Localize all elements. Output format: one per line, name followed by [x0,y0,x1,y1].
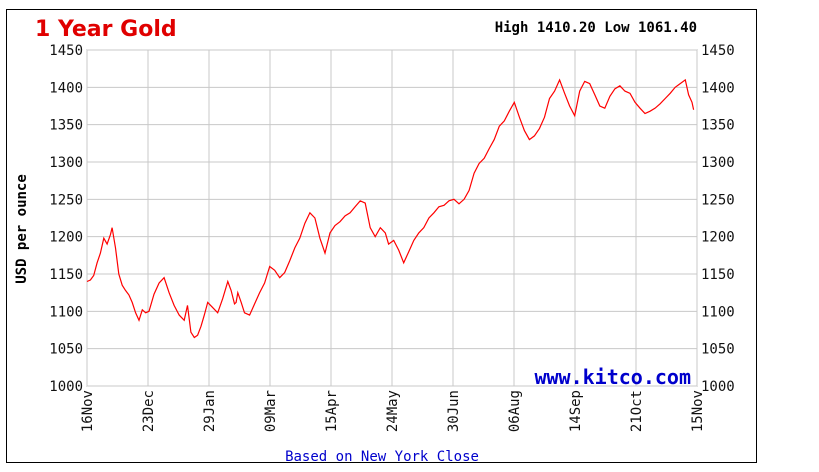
x-tick-label: 24May [385,390,401,432]
x-tick-label: 09Mar [263,390,279,432]
x-tick-label: 14Sep [568,390,584,432]
y-axis-label: USD per ounce [14,174,30,284]
y-tick-label-right: 1450 [701,43,735,59]
y-tick-label-left: 1200 [49,230,83,246]
y-tick-label-left: 1300 [49,155,83,171]
gold-price-chart: 1450 1400 1350 1300 1250 1200 1150 1100 1050 1000… [6,9,757,463]
x-axis: 16Nov 23Dec 29Jan 09Mar 15Apr 24May 30Jun 06Aug… [80,390,706,432]
gold-price-line [86,78,695,339]
y-tick-label-left: 1000 [49,379,83,395]
y-tick-label-left: 1350 [49,118,83,134]
y-tick-label-right: 1200 [701,230,735,246]
y-tick-label-left: 1450 [49,43,83,59]
y-tick-label-left: 1250 [49,192,83,208]
y-tick-label-left: 1050 [49,342,83,358]
left-y-axis: 1450 1400 1350 1300 1250 1200 1150 1100 1050 1000 [49,43,83,395]
x-tick-label: 21Oct [629,390,645,432]
x-tick-label: 29Jan [202,390,218,432]
x-tick-label: 16Nov [80,390,96,432]
high-low-label: High 1410.20 Low 1061.40 [495,20,697,36]
y-tick-label-left: 1100 [49,304,83,320]
y-tick-label-right: 1300 [701,155,735,171]
footer-note: Based on New York Close [285,449,479,462]
y-tick-label-right: 1400 [701,80,735,96]
grid [86,49,698,387]
kitco-watermark: www.kitco.com [534,365,691,389]
x-tick-label: 30Jun [446,390,462,432]
chart-canvas: 1450 1400 1350 1300 1250 1200 1150 1100 1050 1000… [14,17,735,462]
y-tick-label-left: 1150 [49,267,83,283]
y-tick-label-right: 1050 [701,342,735,358]
right-y-axis: 1450 1400 1350 1300 1250 1200 1150 1100 1050 1000 [701,43,735,395]
x-tick-label: 15Nov [690,390,706,432]
y-tick-label-right: 1350 [701,118,735,134]
y-tick-label-right: 1100 [701,304,735,320]
y-tick-label-right: 1150 [701,267,735,283]
chart-title: 1 Year Gold [35,17,177,42]
y-tick-label-right: 1250 [701,192,735,208]
y-tick-label-left: 1400 [49,80,83,96]
x-tick-label: 15Apr [324,390,340,432]
x-tick-label: 23Dec [141,390,157,432]
x-tick-label: 06Aug [507,390,523,432]
y-tick-label-right: 1000 [701,379,735,395]
